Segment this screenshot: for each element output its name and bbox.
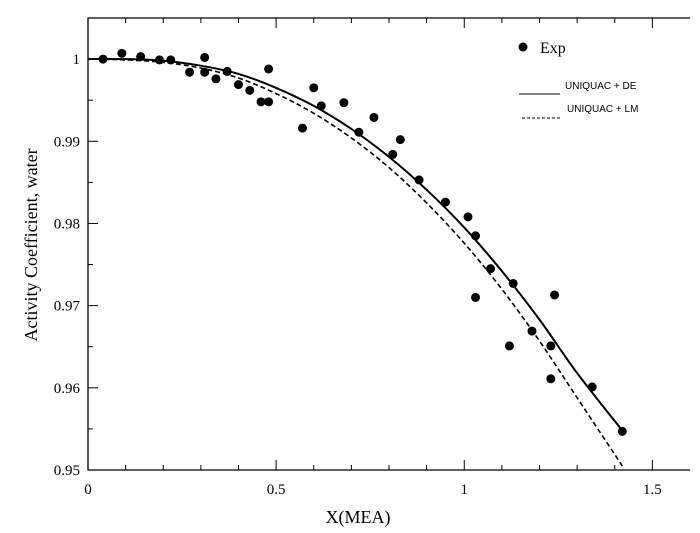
exp-data-point [211,74,221,84]
exp-data-point [117,48,127,58]
exp-data-point [222,66,232,76]
exp-data-point [440,197,450,207]
legend-exp-label: Exp [540,40,566,57]
exp-data-point [486,264,496,274]
exp-data-point [508,278,518,288]
exp-data-point [388,149,398,159]
exp-data-point [414,175,424,185]
exp-data-point [617,426,627,436]
axis-ticks: 0 0.5 1 1.5 0.95 0.96 0.97 0.98 0.99 1 [54,18,662,498]
model-curves [87,57,624,467]
legend: Exp UNIQUAC + DE UNIQUAC + LM [518,40,638,119]
exp-data-point [546,341,556,351]
exp-data-point [234,80,243,90]
y-axis-title: Activity Coefficient, water [21,148,41,341]
uniquac-de-curve [87,57,624,432]
exp-data-point [297,123,307,133]
exp-data-point [369,112,379,122]
exp-data-point [166,55,176,65]
exp-data-point [136,52,146,62]
exp-data-point [245,85,255,95]
x-tick-label: 1 [461,482,469,498]
exp-data-point [395,135,405,145]
exp-data-point [550,290,560,300]
exp-data-point [504,341,514,351]
x-tick-label: 0 [84,482,92,498]
exp-data-point [546,374,556,384]
exp-data-point [309,83,319,93]
exp-data-point [154,55,164,65]
exp-data-point [471,292,481,302]
exp-data-point [471,231,481,241]
exp-data-point [354,127,364,137]
exp-data-point [98,54,108,64]
exp-data-point [256,97,266,107]
exp-data-point [264,64,274,74]
exp-data-point [200,52,210,62]
legend-lm-label: UNIQUAC + LM [567,104,638,115]
exp-data-point [463,212,473,222]
y-tick-label: 0.97 [54,299,81,315]
x-tick-label: 1.5 [643,482,662,498]
x-tick-label: 0.5 [267,482,286,498]
y-tick-label: 1 [73,52,81,68]
exp-data-point [339,98,349,108]
y-tick-label: 0.99 [54,134,80,150]
y-tick-label: 0.95 [54,463,80,479]
exp-data-point [264,97,274,107]
exp-data-point [316,101,326,111]
uniquac-lm-curve [87,58,623,467]
y-tick-label: 0.98 [54,216,80,232]
exp-data-point [587,382,597,392]
exp-data-point [527,326,537,336]
legend-exp-marker [518,42,528,52]
legend-de-label: UNIQUAC + DE [565,81,637,92]
y-tick-label: 0.96 [54,381,81,397]
experimental-points [98,48,627,436]
exp-data-point [200,67,210,77]
x-axis-title: X(MEA) [326,507,391,528]
exp-data-point [185,67,195,77]
